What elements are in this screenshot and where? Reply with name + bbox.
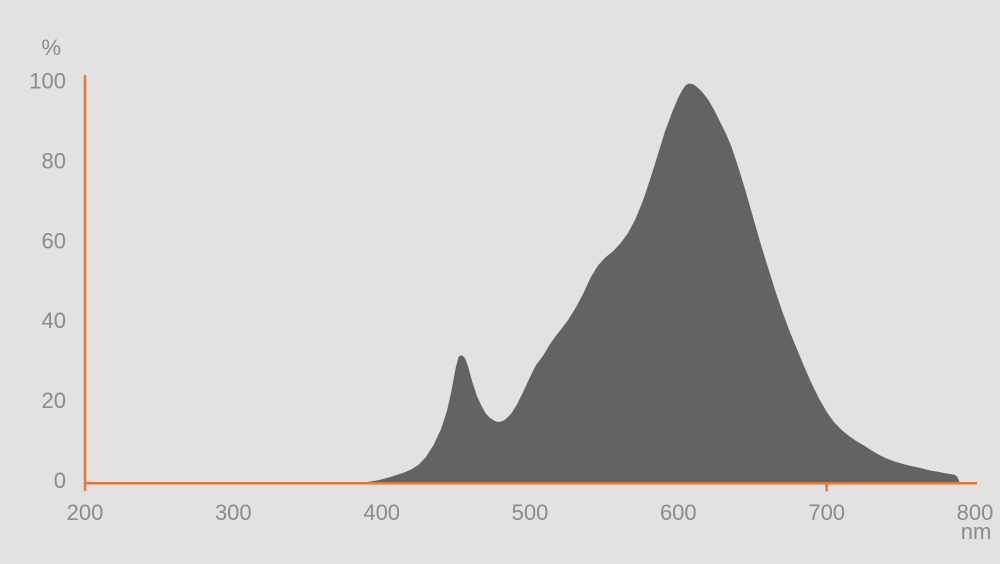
y-axis-unit-label: % xyxy=(41,35,61,60)
y-tick-label-100: 100 xyxy=(29,69,66,94)
spectrum-area xyxy=(85,83,961,483)
x-tick-label-800: 800 xyxy=(957,500,994,525)
x-tick-label-300: 300 xyxy=(215,500,252,525)
x-tick-label-700: 700 xyxy=(808,500,845,525)
y-tick-label-20: 20 xyxy=(42,388,66,413)
y-tick-label-0: 0 xyxy=(54,468,66,493)
x-tick-label-400: 400 xyxy=(363,500,400,525)
x-axis-unit-label: nm xyxy=(961,519,992,544)
tick-labels: 0 20 40 60 80 100 200 300 400 500 600 700 800 xyxy=(29,69,993,526)
y-tick-label-80: 80 xyxy=(42,148,66,173)
x-tick-label-500: 500 xyxy=(512,500,549,525)
y-tick-label-40: 40 xyxy=(42,308,66,333)
axes xyxy=(83,75,977,492)
y-tick-label-60: 60 xyxy=(42,228,66,253)
x-tick-label-200: 200 xyxy=(67,500,104,525)
x-tick-label-600: 600 xyxy=(660,500,697,525)
